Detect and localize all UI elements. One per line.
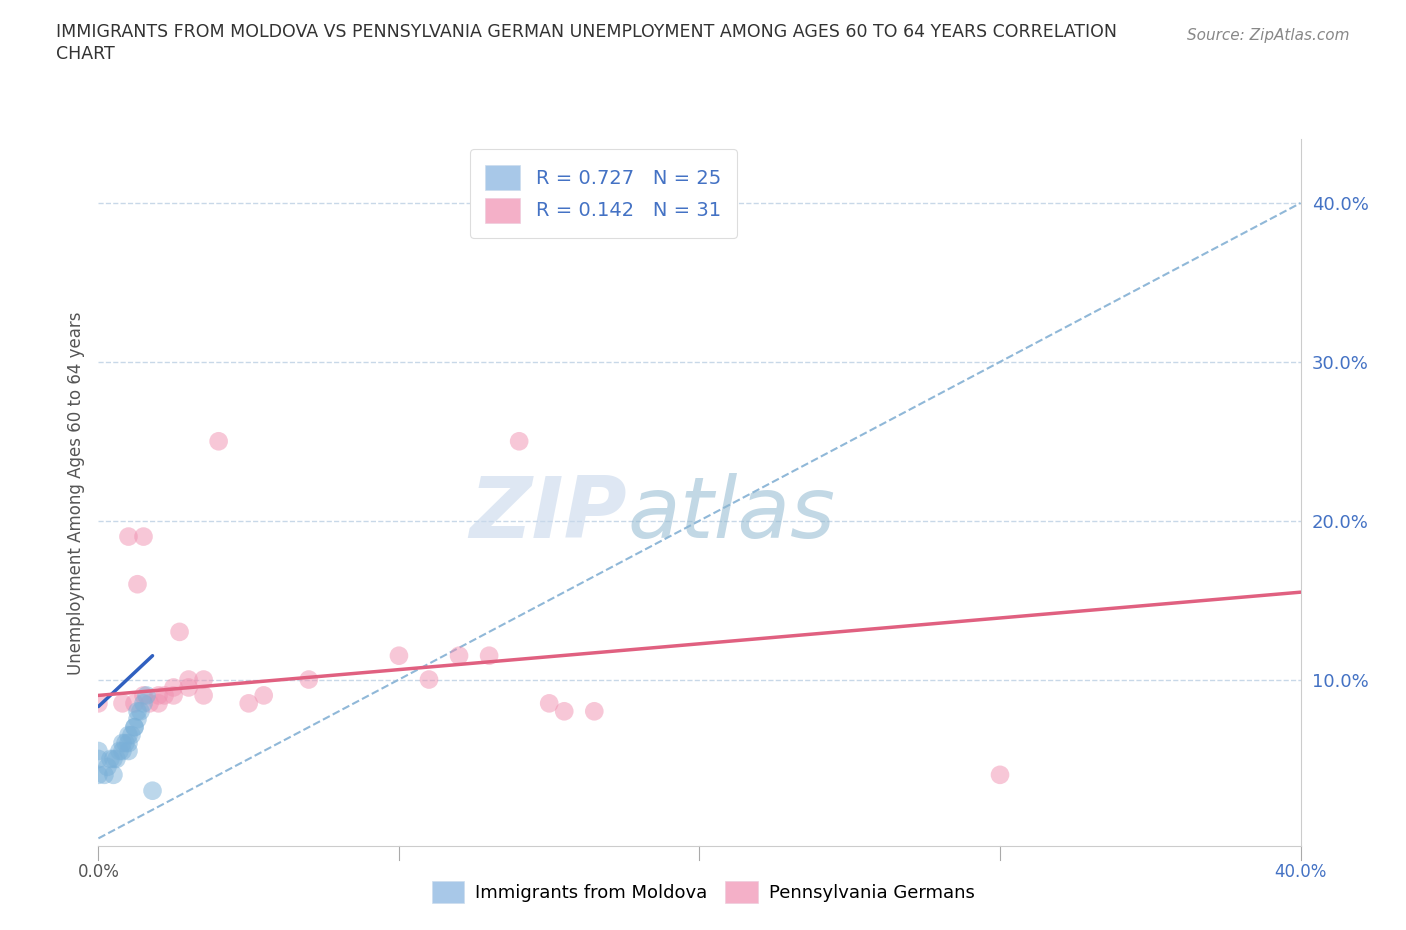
Point bbox=[111, 744, 134, 759]
Point bbox=[162, 680, 184, 695]
Point bbox=[148, 696, 170, 711]
Point bbox=[87, 751, 110, 766]
Point bbox=[93, 767, 115, 782]
Point bbox=[117, 727, 139, 742]
Text: 0.0%: 0.0% bbox=[77, 863, 120, 882]
Point bbox=[138, 696, 160, 711]
Point bbox=[132, 696, 155, 711]
Text: Source: ZipAtlas.com: Source: ZipAtlas.com bbox=[1187, 28, 1350, 43]
Point bbox=[193, 672, 215, 687]
Legend: R = 0.727   N = 25, R = 0.142   N = 31: R = 0.727 N = 25, R = 0.142 N = 31 bbox=[470, 149, 737, 238]
Point bbox=[253, 688, 276, 703]
Point bbox=[135, 688, 157, 703]
Point bbox=[988, 767, 1011, 782]
Point bbox=[100, 751, 122, 766]
Point bbox=[298, 672, 321, 687]
Text: CHART: CHART bbox=[56, 45, 115, 62]
Point bbox=[105, 751, 128, 766]
Point bbox=[127, 577, 149, 591]
Point bbox=[127, 704, 149, 719]
Point bbox=[132, 529, 155, 544]
Point bbox=[132, 688, 155, 703]
Point bbox=[87, 744, 110, 759]
Point bbox=[238, 696, 260, 711]
Point bbox=[124, 696, 146, 711]
Point bbox=[96, 760, 118, 775]
Point bbox=[153, 688, 176, 703]
Point bbox=[103, 751, 125, 766]
Point bbox=[148, 688, 170, 703]
Point bbox=[478, 648, 501, 663]
Point bbox=[193, 688, 215, 703]
Point bbox=[177, 680, 200, 695]
Point bbox=[111, 736, 134, 751]
Point bbox=[117, 529, 139, 544]
Y-axis label: Unemployment Among Ages 60 to 64 years: Unemployment Among Ages 60 to 64 years bbox=[66, 312, 84, 674]
Point bbox=[177, 672, 200, 687]
Point bbox=[447, 648, 470, 663]
Point bbox=[553, 704, 575, 719]
Point bbox=[121, 727, 143, 742]
Point bbox=[124, 720, 146, 735]
Point bbox=[538, 696, 561, 711]
Point bbox=[129, 704, 152, 719]
Point bbox=[103, 767, 125, 782]
Text: IMMIGRANTS FROM MOLDOVA VS PENNSYLVANIA GERMAN UNEMPLOYMENT AMONG AGES 60 TO 64 : IMMIGRANTS FROM MOLDOVA VS PENNSYLVANIA … bbox=[56, 23, 1118, 41]
Point bbox=[108, 744, 131, 759]
Point bbox=[87, 696, 110, 711]
Point bbox=[583, 704, 606, 719]
Point bbox=[208, 433, 231, 448]
Legend: Immigrants from Moldova, Pennsylvania Germans: Immigrants from Moldova, Pennsylvania Ge… bbox=[423, 871, 983, 911]
Point bbox=[141, 783, 163, 798]
Point bbox=[508, 433, 530, 448]
Point bbox=[127, 711, 149, 726]
Text: ZIP: ZIP bbox=[470, 472, 627, 555]
Point bbox=[117, 736, 139, 751]
Point bbox=[111, 696, 134, 711]
Point bbox=[117, 744, 139, 759]
Point bbox=[388, 648, 411, 663]
Point bbox=[87, 767, 110, 782]
Point bbox=[162, 688, 184, 703]
Point bbox=[418, 672, 440, 687]
Text: atlas: atlas bbox=[627, 472, 835, 555]
Text: 40.0%: 40.0% bbox=[1274, 863, 1327, 882]
Point bbox=[124, 720, 146, 735]
Point bbox=[114, 736, 136, 751]
Point bbox=[169, 624, 191, 639]
